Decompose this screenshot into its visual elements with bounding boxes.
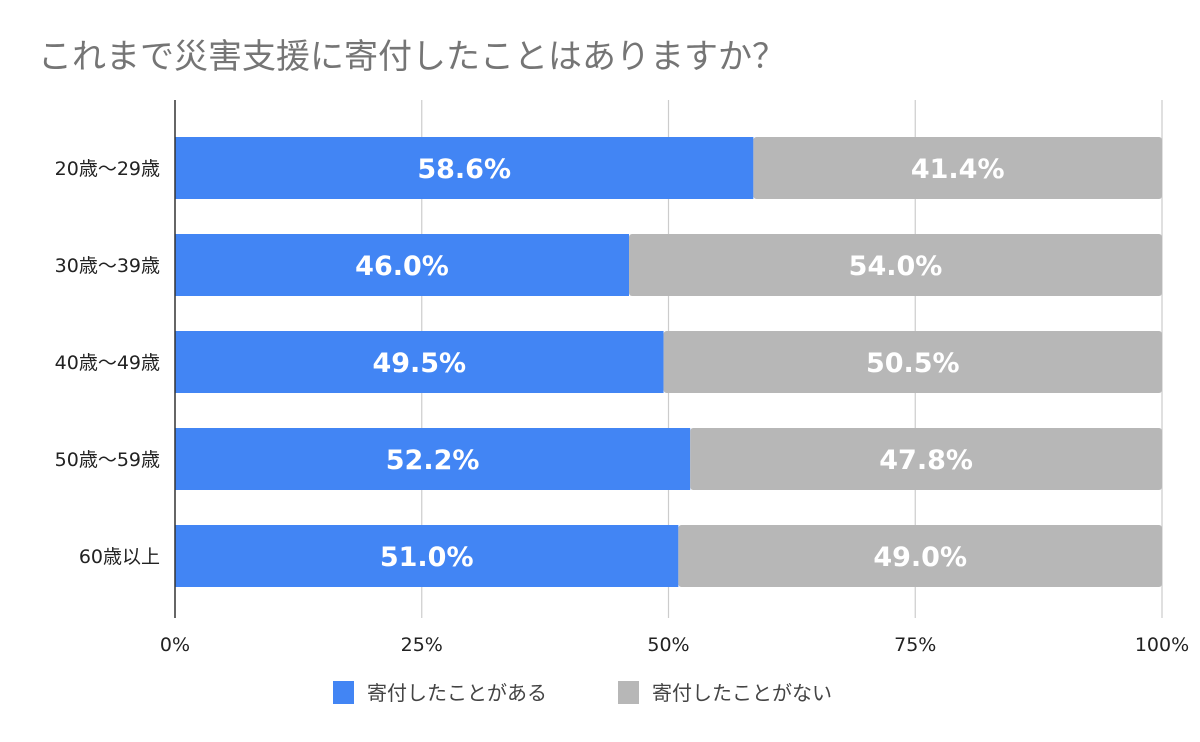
bar-segment-not-donated — [629, 234, 1162, 296]
data-label: 49.0% — [873, 542, 967, 573]
bar-segment-not-donated — [690, 428, 1162, 490]
legend-label: 寄付したことがある — [367, 681, 547, 705]
chart-title: これまで災害支援に寄付したことはありますか？ — [38, 37, 786, 77]
data-label: 47.8% — [879, 445, 973, 476]
data-label: 41.4% — [911, 154, 1005, 185]
legend-label: 寄付したことがない — [652, 681, 832, 705]
legend-swatch-donated — [333, 681, 354, 704]
data-label: 50.5% — [866, 348, 960, 379]
category-label: 50歳〜59歳 — [55, 449, 160, 471]
data-label: 49.5% — [372, 348, 466, 379]
category-label: 40歳〜49歳 — [55, 352, 160, 374]
data-label: 51.0% — [380, 542, 474, 573]
bar-segment-donated — [175, 234, 630, 296]
data-label: 46.0% — [355, 251, 449, 282]
bar-segment-not-donated — [663, 331, 1162, 393]
legend: 寄付したことがある 寄付したことがない — [333, 681, 832, 705]
bar-segment-not-donated — [678, 525, 1162, 587]
bar-segment-not-donated — [753, 137, 1162, 199]
x-tick-label: 50% — [647, 634, 689, 656]
bar-segment-donated — [175, 137, 754, 199]
bar-segment-donated — [175, 428, 691, 490]
category-label: 60歳以上 — [79, 546, 160, 568]
x-tick-label: 0% — [160, 634, 190, 656]
data-label: 54.0% — [849, 251, 943, 282]
data-label: 58.6% — [417, 154, 511, 185]
bar-segment-donated — [175, 331, 664, 393]
x-tick-label: 100% — [1135, 634, 1189, 656]
category-label: 30歳〜39歳 — [55, 255, 160, 277]
axes: 0% 25% 50% 75% 100% 20歳〜29歳 30歳〜39歳 40歳〜49歳 50歳〜… — [55, 100, 1189, 656]
x-tick-label: 25% — [401, 634, 443, 656]
data-label: 52.2% — [386, 445, 480, 476]
bar-segment-donated — [175, 525, 679, 587]
category-label: 20歳〜29歳 — [55, 158, 160, 180]
bars — [175, 137, 1162, 587]
data-labels: 58.6% 41.4% 46.0% 54.0% 49.5% 50.5% 52.2% 47.8%… — [355, 154, 1004, 573]
legend-swatch-not-donated — [618, 681, 639, 704]
x-tick-label: 75% — [894, 634, 936, 656]
